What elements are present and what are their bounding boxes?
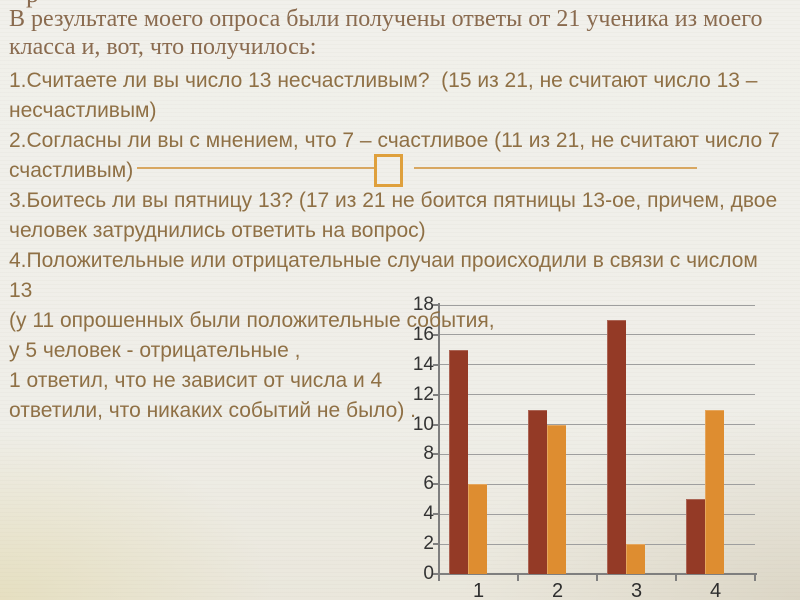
bar-dark-red <box>449 349 468 574</box>
text-line: 1 ответил, что не зависит от числа и 4 <box>9 369 383 392</box>
x-axis-tick <box>517 574 519 581</box>
y-axis-tick-label: 6 <box>423 473 434 495</box>
y-axis-tick-label: 12 <box>412 383 434 405</box>
text-line: несчастливым) <box>9 99 157 122</box>
gridline <box>439 453 755 455</box>
x-axis-category-label: 3 <box>630 580 643 600</box>
x-axis-category-label: 1 <box>472 580 485 600</box>
y-axis-tick <box>433 304 440 306</box>
y-axis-tick-label: 10 <box>412 413 434 435</box>
y-axis-tick-label: 16 <box>412 323 434 345</box>
x-axis-category-label: 2 <box>551 580 564 600</box>
text-line: В результате моего опроса были получены … <box>9 6 763 32</box>
y-axis-tick <box>433 453 440 456</box>
y-axis-tick-label: 0 <box>423 563 434 584</box>
text-line: человек затруднились ответить на вопрос) <box>9 219 426 242</box>
x-axis-category-label: 4 <box>709 580 722 600</box>
y-axis-tick <box>433 543 440 546</box>
gridline <box>439 364 755 366</box>
gridline <box>439 334 755 336</box>
gridline <box>439 513 755 515</box>
gridline <box>439 424 755 426</box>
y-axis-tick <box>433 393 440 396</box>
bar-orange <box>547 424 566 574</box>
intro-paragraph: В результате моего опроса были получены … <box>9 5 762 61</box>
y-axis-tick <box>433 423 440 426</box>
y-axis-tick <box>433 483 440 486</box>
bar-orange <box>626 544 645 574</box>
y-axis <box>438 303 440 576</box>
text-line: 4.Положительные или отрицательные случаи… <box>9 249 758 272</box>
x-axis-tick <box>754 574 756 581</box>
y-axis-tick <box>433 333 440 336</box>
x-axis-tick <box>596 574 598 581</box>
bar-orange <box>468 484 487 574</box>
bar-dark-red <box>528 409 547 574</box>
gridline <box>439 483 755 485</box>
x-axis-tick <box>438 574 440 581</box>
decor-rule-left <box>137 167 375 169</box>
decor-square-ornament <box>374 154 403 187</box>
gridline <box>439 543 755 545</box>
y-axis-tick-label: 8 <box>423 443 434 465</box>
text-line: счастливым) <box>9 159 134 182</box>
gridline <box>439 304 755 306</box>
y-axis-tick-label: 18 <box>412 294 434 315</box>
bar-dark-red <box>686 499 705 574</box>
bar-dark-red <box>607 319 626 574</box>
text-line: (у 11 опрошенных были положительные собы… <box>9 309 495 332</box>
text-line: у 5 человек - отрицательные , <box>9 339 301 362</box>
y-axis-tick <box>433 573 440 575</box>
text-line: 2.Согласны ли вы с мнением, что 7 – счас… <box>9 129 780 152</box>
x-axis-tick <box>675 574 677 581</box>
gridline <box>439 394 755 396</box>
text-line: класса и, вот, что получилось: <box>9 34 317 60</box>
y-axis-tick-label: 14 <box>412 353 434 375</box>
text-line: ответили, что никаких событий не было) . <box>9 399 416 422</box>
text-line: 13 <box>9 279 33 302</box>
y-axis-tick-label: 2 <box>423 533 434 555</box>
bar-orange <box>705 409 724 574</box>
y-axis-tick <box>433 513 440 516</box>
decor-rule-right <box>414 167 697 169</box>
y-axis-tick-label: 4 <box>423 503 434 525</box>
text-line: 1.Считаете ли вы число 13 несчастливым? … <box>9 69 758 92</box>
y-axis-tick <box>433 363 440 366</box>
text-line: 3.Боитесь ли вы пятницу 13? (17 из 21 не… <box>9 189 778 212</box>
cutoff-text-fragment: р <box>26 0 48 9</box>
survey-results-text: 1.Считаете ли вы число 13 несчастливым? … <box>9 66 780 426</box>
